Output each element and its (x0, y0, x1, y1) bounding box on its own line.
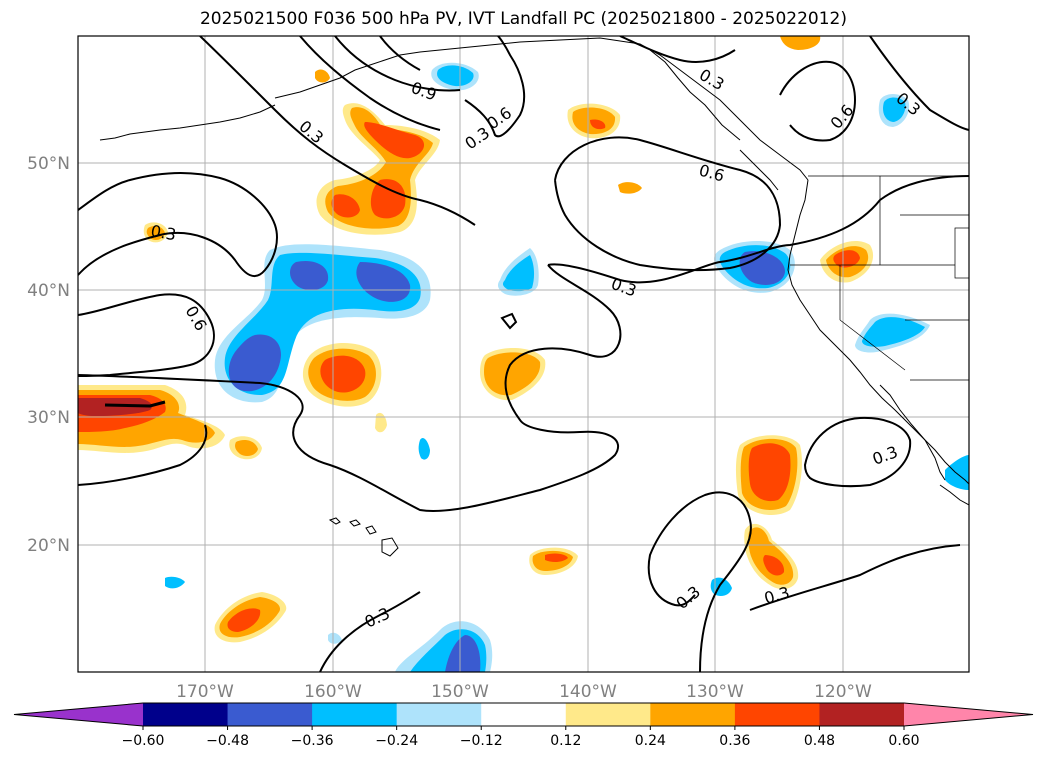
colorbar-cell (396, 703, 482, 726)
positive-anomaly-central (302, 343, 382, 407)
negative-anomaly-west (214, 244, 431, 403)
negative-anomaly-coast-north (714, 241, 795, 293)
map-frame (77, 35, 970, 673)
negative-anomaly-baja (945, 455, 969, 490)
positive-anomaly-subtropic (735, 435, 802, 515)
longitude-labels: 170°W 160°W 150°W 140°W 130°W 120°W (176, 682, 872, 702)
contour-lines (78, 36, 969, 672)
negative-anomaly-small-2 (418, 438, 430, 460)
colorbar-cell (143, 703, 229, 726)
lon-label: 160°W (304, 682, 362, 702)
colorbar-tick-label: −0.24 (375, 733, 418, 749)
negative-anomaly-small-1-core (502, 255, 535, 292)
colorbar-tick-label: −0.60 (122, 733, 165, 749)
colorbar-tick-label: 0.60 (888, 733, 919, 749)
positive-anomaly-small-5-inner (545, 553, 568, 563)
colorbar-cell (734, 703, 820, 726)
positive-anomaly-southeast (744, 523, 799, 590)
colorbar-tick-label: 0.36 (719, 733, 750, 749)
lon-label: 140°W (559, 682, 617, 702)
lon-label: 120°W (814, 682, 872, 702)
negative-anomaly-south (395, 621, 493, 672)
positive-anomaly-gulf (316, 103, 440, 235)
colorbar-cell (227, 703, 313, 726)
negative-anomaly-ne-core (883, 97, 906, 122)
negative-anomaly-north-core (437, 65, 474, 87)
colorbar-tick-label: −0.12 (460, 733, 503, 749)
latitude-labels: 50°N 40°N 30°N 20°N (27, 154, 70, 556)
colorbar-tick-label: −0.36 (291, 733, 334, 749)
colorbar-tick-label: 0.48 (804, 733, 835, 749)
lat-label: 40°N (27, 281, 70, 301)
lat-label: 30°N (27, 408, 70, 428)
positive-anomaly-sw (214, 592, 287, 643)
positive-anomaly-north-2-inner (590, 119, 606, 130)
negative-anomaly-small-5 (328, 632, 342, 644)
lon-label: 170°W (176, 682, 234, 702)
contour-label: 0.3 (149, 221, 177, 244)
colorbar-extension-max (904, 703, 1033, 726)
positive-anomaly-small-3 (375, 412, 387, 433)
positive-anomaly-small-2-core (235, 440, 258, 457)
political-borders (790, 175, 969, 381)
map-title: 2025021500 F036 500 hPa PV, IVT Landfall… (199, 9, 847, 29)
front-mark (104, 400, 166, 408)
positive-anomaly-top (780, 36, 821, 50)
positive-anomaly-tiny (315, 69, 330, 83)
negative-anomaly-small-3 (165, 576, 185, 589)
colorbar-cell (565, 703, 651, 726)
negative-anomaly-inland-core (862, 317, 925, 347)
positive-anomaly-mid (480, 348, 546, 401)
coastlines (99, 37, 969, 557)
colorbar-extension-min (14, 703, 143, 726)
lon-label: 150°W (431, 682, 489, 702)
lat-label: 20°N (27, 536, 70, 556)
grid-lines (78, 36, 969, 672)
lon-label: 130°W (686, 682, 744, 702)
positive-anomaly-inland-inner (833, 250, 860, 268)
colorbar-cell (481, 703, 567, 726)
colorbar-tick-label: −0.48 (206, 733, 249, 749)
colorbar-tick-label: 0.24 (635, 733, 666, 749)
positive-anomaly-small-4 (618, 182, 642, 194)
lat-label: 50°N (27, 154, 70, 174)
map-content: 0.3 0.9 0.3 0.6 0.6 0.3 0.6 0.3 0.3 0.6 … (78, 36, 969, 672)
colorbar-tick-label: 0.12 (550, 733, 581, 749)
colorbar: −0.60 −0.48 −0.36 −0.24 −0.12 0.12 0.24 0.36 0.4… (13, 702, 1034, 749)
colorbar-cell (650, 703, 736, 726)
colorbar-cell (312, 703, 398, 726)
colorbar-cell (819, 703, 905, 726)
